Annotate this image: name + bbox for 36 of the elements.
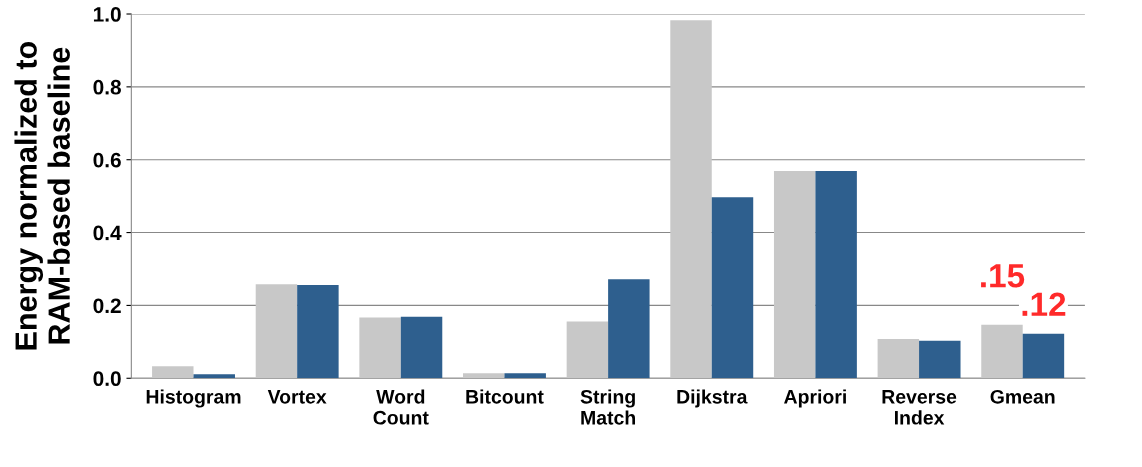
bar xyxy=(773,171,816,379)
bar xyxy=(981,324,1023,379)
y-tick-label: 1.0 xyxy=(93,7,121,22)
bar xyxy=(815,171,857,379)
y-tick-label: 0.2 xyxy=(93,298,121,314)
bar xyxy=(297,285,339,379)
x-tick-label: Histogram xyxy=(146,389,241,408)
bar xyxy=(504,373,546,379)
y-tick-label: 0.8 xyxy=(93,79,121,95)
bar xyxy=(255,284,298,379)
y-axis-title: Energy normalized to RAM-based baseline xyxy=(14,41,70,350)
x-tick-label: String Match xyxy=(580,389,635,425)
bar xyxy=(152,366,194,379)
x-tick-label: Reverse Index xyxy=(882,390,957,425)
y-tick-label: 0.4 xyxy=(93,225,122,241)
bar xyxy=(400,316,443,379)
x-tick-label: Apriori xyxy=(784,389,846,408)
x-tick-label: Vortex xyxy=(267,390,327,404)
bar xyxy=(877,338,920,379)
x-tick-label: Gmean xyxy=(990,389,1055,404)
bar xyxy=(463,373,505,379)
x-tick-label: Word Count xyxy=(373,389,429,425)
bar xyxy=(919,340,961,379)
bar xyxy=(193,374,235,379)
y-tick-label: 0.6 xyxy=(93,152,121,168)
bar xyxy=(1022,333,1065,379)
bar xyxy=(566,321,609,379)
annotation: .12 xyxy=(1022,292,1066,316)
annotation: .15 xyxy=(981,264,1025,288)
bar xyxy=(359,317,401,379)
bar xyxy=(670,20,712,379)
bar xyxy=(608,279,650,379)
y-tick-label: 0.0 xyxy=(93,371,121,387)
x-tick-label: Bitcount xyxy=(466,389,544,404)
bar xyxy=(711,197,754,379)
x-tick-label: Dijkstra xyxy=(677,389,748,408)
